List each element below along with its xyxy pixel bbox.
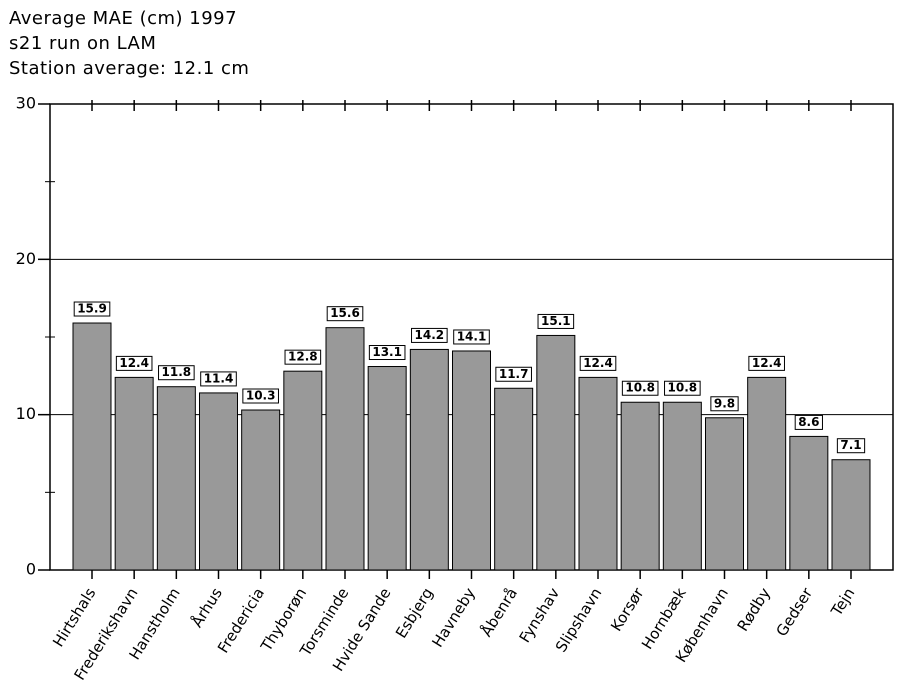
value-label-box [158, 365, 195, 381]
value-label: 11.7 [499, 367, 529, 381]
value-label: 8.6 [798, 415, 819, 429]
value-label-box [411, 327, 448, 343]
bar [241, 409, 281, 571]
chart-subtitle: s21 run on LAM [9, 33, 156, 54]
bar [72, 322, 112, 571]
value-label: 15.9 [77, 302, 107, 316]
bar [325, 327, 365, 571]
chart-note: Station average: 12.1 cm [9, 58, 249, 79]
value-label: 10.8 [668, 381, 698, 395]
x-tick-label: Fynshav [516, 584, 564, 645]
x-tick-label: Korsør [607, 584, 648, 635]
value-label: 12.4 [583, 356, 613, 370]
value-label-box [836, 438, 866, 454]
x-tick-label: Åbenrå [476, 584, 521, 640]
value-label-box [200, 371, 237, 387]
value-label-box [73, 301, 111, 317]
bar [789, 435, 829, 571]
x-tick-label: Gedser [773, 584, 817, 640]
value-label-box [794, 414, 823, 430]
bar [156, 386, 196, 571]
bar [367, 366, 407, 571]
value-label: 15.6 [330, 306, 360, 320]
bar [199, 392, 238, 571]
bar [578, 376, 618, 571]
value-label-box [537, 313, 575, 329]
chart-title: Average MAE (cm) 1997 [9, 8, 237, 29]
y-tick-label: 20 [16, 249, 36, 268]
value-label-box [748, 355, 785, 371]
value-label-box [115, 355, 153, 371]
value-label: 11.8 [162, 365, 192, 379]
bar [114, 376, 154, 571]
y-tick-label: 0 [26, 560, 36, 579]
value-label-box [453, 329, 490, 345]
value-label: 7.1 [840, 438, 861, 452]
x-tick-label: Tejn [827, 585, 858, 620]
value-label-box [368, 345, 406, 361]
value-label-box [579, 355, 617, 371]
value-label: 12.4 [752, 356, 782, 370]
bar [452, 350, 491, 571]
bar [409, 348, 449, 571]
x-tick-label: Rødby [734, 584, 775, 634]
x-tick-label: Esbjerg [392, 585, 437, 642]
y-tick-label: 10 [16, 404, 36, 423]
value-label-box [495, 366, 532, 382]
bar [620, 401, 660, 571]
bar [831, 459, 871, 571]
bar [705, 417, 744, 571]
value-label: 10.3 [246, 389, 276, 403]
value-label: 11.4 [204, 371, 234, 385]
value-label: 12.4 [119, 356, 149, 370]
bar [283, 370, 323, 571]
value-label: 12.8 [288, 350, 318, 364]
y-tick-label: 30 [16, 94, 36, 113]
value-label-box [242, 388, 279, 404]
value-label: 15.1 [541, 314, 571, 328]
value-label: 9.8 [714, 396, 735, 410]
value-label: 14.2 [415, 328, 445, 342]
value-label-box [621, 380, 659, 396]
value-label-box [664, 380, 701, 396]
bar [536, 334, 576, 571]
x-tick-label: Århus [187, 584, 226, 631]
value-label: 10.8 [625, 381, 655, 395]
value-label-box [326, 306, 364, 322]
bar [662, 401, 702, 571]
value-label: 13.1 [372, 345, 402, 359]
value-label-box [710, 396, 739, 412]
value-label-box [284, 349, 322, 365]
value-label: 14.1 [457, 329, 487, 343]
bar [494, 387, 534, 571]
bar [747, 376, 787, 571]
